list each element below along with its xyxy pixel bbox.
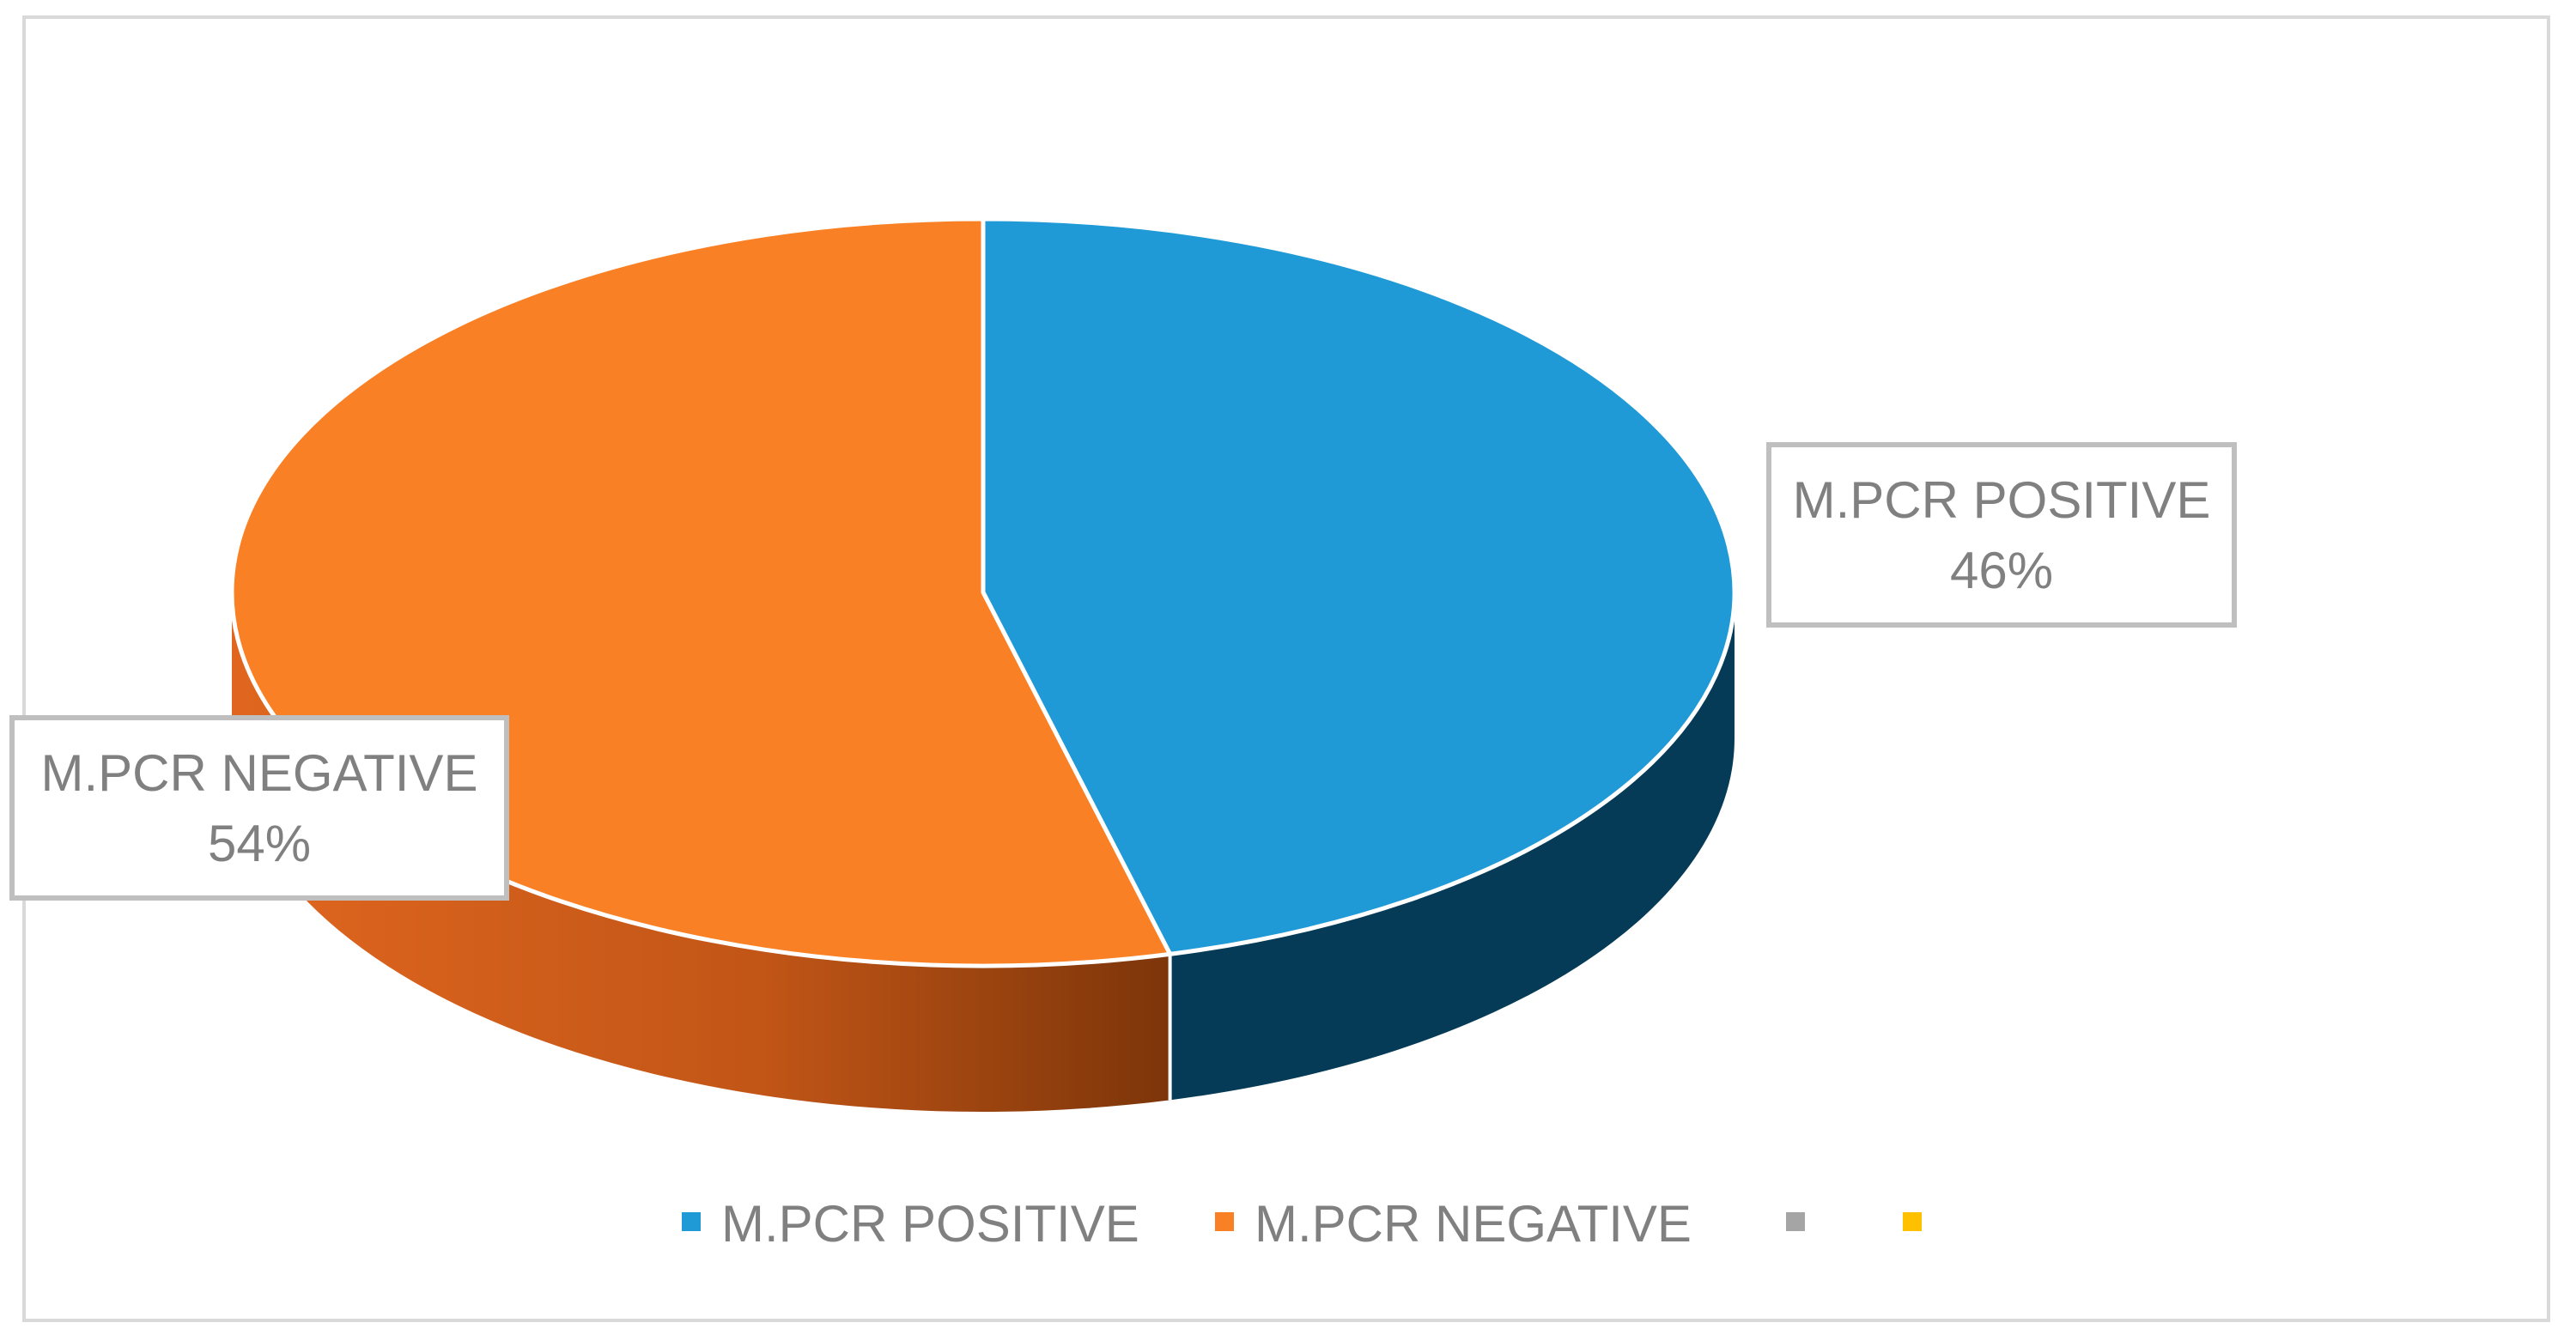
data-label-value-positive: 46% (1950, 542, 2053, 599)
legend-marker-1 (682, 1212, 701, 1231)
legend-marker-4 (1903, 1212, 1922, 1231)
legend-label-1: M.PCR POSITIVE (721, 1195, 1139, 1253)
data-label-category-negative: M.PCR NEGATIVE (41, 744, 478, 802)
legend-label-2: M.PCR NEGATIVE (1255, 1195, 1692, 1253)
data-label-box-negative (9, 715, 509, 901)
data-label-category-positive: M.PCR POSITIVE (1793, 471, 2211, 529)
data-label-box-positive (1766, 442, 2237, 628)
data-label-value-negative: 54% (208, 815, 311, 872)
legend-marker-3 (1786, 1212, 1805, 1231)
pie-side-negative (232, 592, 1170, 1112)
legend-marker-2 (1215, 1212, 1234, 1231)
pie-slice-positive (981, 216, 1737, 956)
pie-side-positive (1170, 592, 1735, 1101)
